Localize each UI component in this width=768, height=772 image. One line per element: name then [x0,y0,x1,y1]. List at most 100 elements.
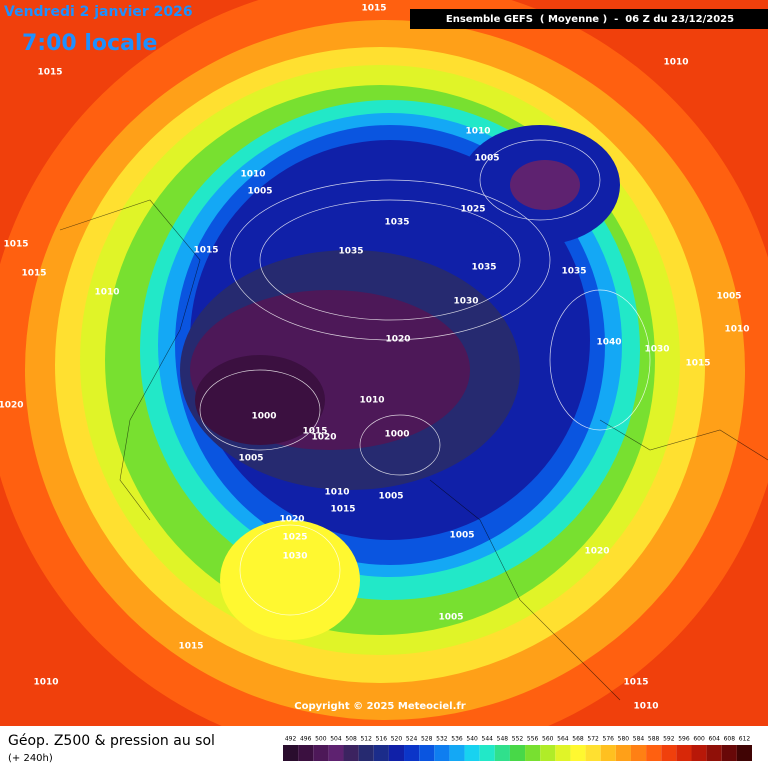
forecast-range: (+ 240h) [8,753,53,764]
isobar-label: 1030 [644,345,669,355]
isobar-label: 1025 [460,205,485,215]
scale-swatch [646,745,662,761]
scale-swatch [540,745,556,761]
isobar-label: 1040 [596,338,621,348]
scale-label: 612 [739,736,751,743]
scale-label: 528 [421,736,433,743]
isobar-label: 1005 [716,292,741,302]
isobar-label: 1010 [33,678,58,688]
run-info: Ensemble GEFS ( Moyenne ) - 06 Z du 23/1… [446,14,734,25]
isobar-label: 1005 [438,613,463,623]
scale-swatch [388,745,405,761]
isobar-label: 1015 [37,68,62,78]
scale-swatch [343,745,359,761]
isobar-label: 1015 [21,269,46,279]
isobar-label: 1010 [633,702,658,712]
scale-swatch [313,745,329,761]
isobar-label: 1005 [238,454,263,464]
scale-swatch [373,745,389,761]
scale-label: 504 [330,736,342,743]
isobar-label: 1015 [193,246,218,256]
scale-swatch [328,745,344,761]
isobar-label: 1010 [94,288,119,298]
isobar-label: 1005 [378,492,403,502]
isobar-label: 1015 [302,427,327,437]
scale-swatch [494,745,510,761]
isobar-label: 1005 [474,154,499,164]
isobar-label: 1020 [385,335,410,345]
scale-label: 512 [360,736,372,743]
scale-label: 500 [315,736,327,743]
scale-swatch [600,745,616,761]
scale-swatch [525,745,541,761]
isobar-label: 1035 [384,218,409,228]
scale-swatch [676,745,692,761]
scale-swatch [404,745,420,761]
scale-swatch [570,745,586,761]
isobar-label: 1020 [279,515,304,525]
scale-label: 496 [300,736,312,743]
scale-label: 604 [708,736,720,743]
scale-swatch [298,745,314,761]
scale-label: 600 [693,736,705,743]
isobar-label: 1015 [361,4,386,14]
scale-label: 516 [376,736,388,743]
isobar-label: 1015 [3,240,28,250]
scale-label: 532 [436,736,448,743]
scale-label: 560 [542,736,554,743]
isobar-label: 1035 [561,267,586,277]
scale-label: 572 [587,736,599,743]
isobar-label: 1005 [247,187,272,197]
scale-label: 492 [285,736,297,743]
isobar-label: 1010 [724,325,749,335]
footer-title: Géop. Z500 & pression au sol [8,733,215,749]
scale-label: 584 [633,736,645,743]
scale-label: 576 [603,736,615,743]
scale-swatch [283,745,299,761]
scale-swatch [434,745,450,761]
scale-swatch [736,745,752,761]
isobar-label: 1020 [584,547,609,557]
isobar-label: 1010 [465,127,490,137]
isobar-label: 1015 [330,505,355,515]
scale-swatch [721,745,737,761]
local-time: 7:00 locale [22,31,157,56]
isobar-labels: 1015 1015 1010 1010 1005 1010 1005 1035 1025 1015… [0,4,750,712]
scale-label: 524 [406,736,418,743]
isobar-label: 1010 [324,488,349,498]
scale-label: 588 [648,736,660,743]
isobar-label: 1025 [282,533,307,543]
isobar-label: 1020 [0,401,24,411]
scale-swatch [464,745,480,761]
date: Vendredi 2 janvier 2026 [4,4,193,20]
copyright: Copyright © 2025 Meteociel.fr [294,701,465,712]
scale-label: 544 [482,736,494,743]
scale-label: 568 [572,736,584,743]
scale-label: 508 [345,736,357,743]
scale-swatch [661,745,677,761]
isobar-label: 1035 [471,263,496,273]
run-banner [410,9,768,29]
isobar-label: 1015 [178,642,203,652]
isobar-label: 1010 [663,58,688,68]
scale-swatch [691,745,707,761]
scale-swatch [419,745,435,761]
scale-label: 536 [451,736,463,743]
isobar-label: 1010 [240,170,265,180]
scale-label: 580 [618,736,630,743]
scale-swatch [509,745,526,761]
scale-label: 608 [724,736,736,743]
isobar-label: 1000 [251,412,276,422]
scale-swatch [630,745,647,761]
scale-label: 564 [557,736,569,743]
scale-swatch [615,745,631,761]
isobar-label: 1010 [359,396,384,406]
isobar-label: 1030 [282,552,307,562]
isobar-label: 1035 [338,247,363,257]
scale-label: 540 [466,736,478,743]
scale-label: 520 [391,736,403,743]
scale-swatch [358,745,374,761]
scale-swatch [555,745,571,761]
